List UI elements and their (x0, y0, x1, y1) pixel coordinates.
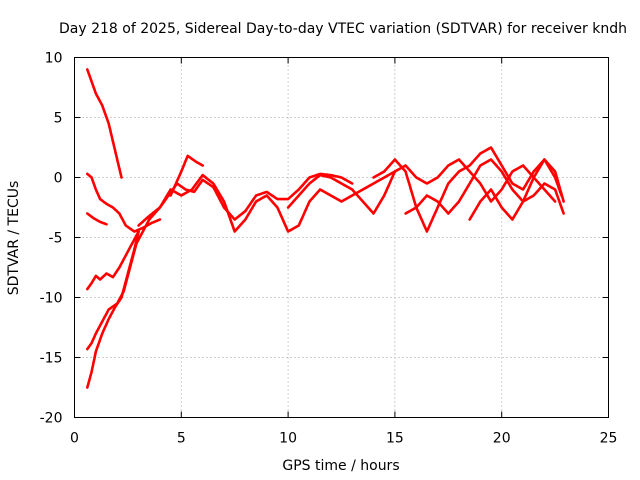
series-arc-1 (86, 68, 123, 179)
series-arc-2 (86, 172, 162, 233)
series-arc-13 (468, 158, 565, 221)
plot-frame (74, 57, 609, 418)
y-tick-label: -5 (49, 231, 63, 247)
series-arc-5 (86, 218, 151, 351)
y-tick-label: 10 (45, 51, 63, 67)
y-tick-label: -10 (40, 291, 63, 307)
x-tick-label: 5 (177, 431, 186, 447)
series-arc-12 (404, 158, 565, 215)
y-axis-label: SDTVAR / TECUs (6, 181, 22, 296)
series-arc-6 (86, 230, 140, 389)
y-tick-label: -15 (40, 351, 63, 367)
x-tick-label: 10 (279, 431, 297, 447)
x-axis-label: GPS time / hours (282, 458, 399, 474)
series-arc-10 (286, 158, 557, 215)
series-arc-9 (169, 154, 204, 197)
x-tick-label: 15 (386, 431, 404, 447)
x-tick-label: 20 (493, 431, 511, 447)
x-tick-label: 0 (70, 431, 79, 447)
y-tick-label: -20 (40, 411, 63, 427)
grid-lines (74, 57, 609, 418)
series-layer (86, 68, 565, 389)
chart-title: Day 218 of 2025, Sidereal Day-to-day VTE… (59, 21, 627, 37)
y-tick-label: 5 (54, 111, 63, 127)
y-tick-label: 0 (54, 171, 63, 187)
series-arc-8 (148, 170, 397, 233)
x-tick-label: 25 (600, 431, 618, 447)
series-arc-3 (86, 212, 108, 226)
series-arc-4 (86, 230, 140, 291)
series-arc-11 (372, 146, 563, 233)
axis-ticks: 0 5 10 15 20 25 -20 -15 -10 -5 0 5 10 (40, 51, 618, 447)
